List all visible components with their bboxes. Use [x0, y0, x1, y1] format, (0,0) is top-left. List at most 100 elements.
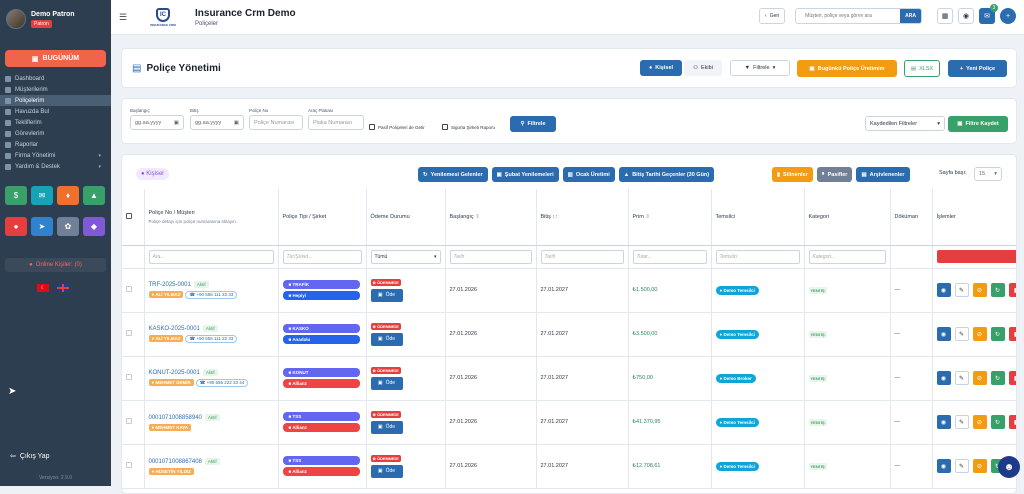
category-filter-input[interactable]: Kategori... — [808, 249, 886, 264]
view-icon[interactable]: ◉ — [936, 283, 951, 297]
cancel-icon[interactable]: ⊘ — [972, 327, 987, 341]
col-policy[interactable]: Poliçe No / Müşteri Poliçe detayı için po… — [144, 189, 279, 246]
calculator-icon[interactable]: ▦ — [937, 8, 953, 24]
filter-toggle[interactable]: ▼ Filtrele ▾ — [730, 60, 790, 76]
sidebar-item-offers[interactable]: Tekliflerim — [0, 117, 111, 128]
renew-icon[interactable]: ↻ — [990, 415, 1005, 429]
quick-pin-icon[interactable]: ● — [5, 217, 27, 236]
deleted-button[interactable]: ▮ Silinenler — [772, 167, 813, 182]
quick-money-icon[interactable]: $ — [5, 186, 27, 205]
chatbot-icon[interactable]: ☻ — [998, 456, 1020, 478]
phone-badge[interactable]: ☎ +90 555 222 33 44 — [195, 379, 249, 387]
sidebar-item-company[interactable]: Firma Yönetimi — [0, 150, 111, 161]
view-icon[interactable]: ◉ — [936, 415, 951, 429]
pay-button[interactable]: ▣ Öde — [370, 332, 403, 346]
menu-toggle-icon[interactable]: ☰ — [118, 11, 128, 22]
pay-button[interactable]: ▣ Öde — [370, 420, 403, 434]
row-checkbox[interactable] — [126, 462, 132, 468]
tab-team[interactable]: ⚇ Ekibi — [684, 60, 722, 76]
passive-button[interactable]: ⏸ Pasifler — [816, 167, 853, 182]
pay-button[interactable]: ▣ Öde — [370, 376, 403, 390]
row-checkbox[interactable] — [126, 418, 132, 424]
agent-badge[interactable]: ● Demo Temsilci — [715, 461, 759, 471]
cancel-icon[interactable]: ⊘ — [972, 371, 987, 385]
search-button[interactable]: ARA — [900, 9, 921, 23]
agent-badge[interactable]: ● Demo Temsilci — [715, 329, 759, 339]
cancel-icon[interactable]: ⊘ — [972, 415, 987, 429]
col-agent[interactable]: Temsilci — [711, 189, 805, 246]
tr-flag-icon[interactable]: ☾ — [37, 284, 49, 292]
policy-filter-input[interactable]: Ara... — [148, 249, 274, 264]
row-checkbox[interactable] — [126, 330, 132, 336]
quick-chat-icon[interactable]: ✉ — [31, 186, 53, 205]
bell-icon[interactable]: ◉ — [958, 8, 974, 24]
sidebar-item-tasks[interactable]: Görevlerim — [0, 128, 111, 139]
edit-icon[interactable]: ✎ — [954, 371, 969, 385]
edit-icon[interactable]: ✎ — [954, 327, 969, 341]
online-users[interactable]: ● Online Kişiler: (0) — [5, 258, 106, 272]
customer-badge[interactable]: ● ALİ YILMAZ — [148, 335, 184, 342]
today-button[interactable]: ▣ BUGÜNÜM — [5, 50, 106, 67]
archived-button[interactable]: ▤ Arşivlenenler — [856, 167, 910, 182]
quick-chart-icon[interactable]: ▲ — [83, 186, 105, 205]
pay-button[interactable]: ▣ Öde — [370, 464, 403, 478]
policy-number-link[interactable]: 0001071008867408 — [148, 458, 202, 465]
quick-rocket-icon[interactable]: ➤ — [31, 217, 53, 236]
cancel-icon[interactable]: ⊘ — [972, 459, 987, 473]
sidebar-item-help[interactable]: Yardım & Destek — [0, 161, 111, 172]
company-report-checkbox[interactable]: Sigorta Şirketi Raporu — [442, 124, 495, 130]
today-production-button[interactable]: ▣ Bugünkü Poliçe Üretimim — [797, 60, 897, 77]
col-payment[interactable]: Ödeme Durumu — [366, 189, 446, 246]
view-icon[interactable]: ◉ — [936, 327, 951, 341]
customer-badge[interactable]: ● MEHMET KAYA — [148, 423, 192, 431]
col-start[interactable]: Başlangıç ⇕ — [445, 189, 537, 246]
edit-icon[interactable]: ✎ — [954, 415, 969, 429]
edit-icon[interactable]: ✎ — [954, 283, 969, 297]
agent-badge[interactable]: ● Demo Broker — [715, 373, 756, 383]
quick-bell-icon[interactable]: ♦ — [57, 186, 79, 205]
row-checkbox[interactable] — [126, 286, 132, 292]
col-type[interactable]: Poliçe Tipi / Şirket — [278, 189, 367, 246]
pay-button[interactable]: ▣ Öde — [370, 288, 403, 302]
plate-input[interactable]: Plaka Numarası — [308, 115, 364, 130]
uk-flag-icon[interactable] — [57, 284, 69, 292]
cancel-icon[interactable]: ⊘ — [972, 283, 987, 297]
phone-badge[interactable]: ☎ +90 555 111 22 33 — [185, 335, 238, 343]
clear-filters-button[interactable]: ✕ — [936, 250, 1016, 263]
customer-badge[interactable]: ● ALİ YILMAZ — [148, 291, 184, 298]
tab-personal[interactable]: ● Kişisel — [640, 60, 682, 76]
delete-icon[interactable]: ▮ — [1008, 371, 1016, 385]
saved-filters-select[interactable]: Kaydedilen Filtreler ▾ — [865, 116, 945, 131]
sidebar-item-customers[interactable]: Müşterilerim — [0, 84, 111, 95]
add-icon[interactable]: + — [1000, 8, 1016, 24]
end-date-input[interactable]: gg.aa.yyyy ▣ — [190, 115, 244, 130]
renew-icon[interactable]: ↻ — [990, 371, 1005, 385]
quick-paint-icon[interactable]: ◆ — [83, 217, 105, 236]
start-date-input[interactable]: gg.aa.yyyy ▣ — [130, 115, 184, 130]
customer-badge[interactable]: ● MEHMET DEMİR — [148, 379, 194, 386]
renew-icon[interactable]: ↻ — [990, 283, 1005, 297]
col-end[interactable]: Bitiş ↕↑ — [536, 189, 629, 246]
policy-number-link[interactable]: 0001071008858940 — [148, 414, 202, 421]
agent-filter-input[interactable]: Temsilci — [715, 249, 800, 264]
policy-no-input[interactable]: Poliçe Numarası — [249, 115, 303, 130]
view-icon[interactable]: ◉ — [936, 371, 951, 385]
col-premium[interactable]: Prim ⇕ — [628, 189, 712, 246]
sidebar-item-policies[interactable]: Poliçelerim — [0, 95, 111, 106]
passive-policies-checkbox[interactable]: Pasif Poliçeleri de Getir — [369, 124, 425, 130]
app-logo[interactable]: IC INSURANCE CRM — [143, 6, 183, 28]
premium-filter-input[interactable]: Tutar... — [632, 249, 707, 264]
expired-button[interactable]: ▲ Bitiş Tarihi Geçenler (30 Gün) — [618, 167, 715, 182]
policy-number-link[interactable]: TRF-2025-0001 — [148, 282, 191, 288]
search-input[interactable] — [796, 9, 901, 23]
back-button[interactable]: ‹ Geri — [759, 8, 786, 24]
row-checkbox[interactable] — [126, 374, 132, 380]
payment-filter-select[interactable]: Tümü ▾ — [370, 249, 441, 264]
delete-icon[interactable]: ▮ — [1008, 327, 1016, 341]
policy-number-link[interactable]: KONUT-2025-0001 — [148, 370, 200, 376]
edit-icon[interactable]: ✎ — [954, 459, 969, 473]
quick-gear-icon[interactable]: ✿ — [57, 217, 79, 236]
type-filter-input[interactable]: Tür/Şirket... — [282, 249, 362, 264]
renewals-button[interactable]: ↻ Yenilemesi Gelenler — [418, 167, 488, 182]
col-category[interactable]: Kategori — [804, 189, 891, 246]
